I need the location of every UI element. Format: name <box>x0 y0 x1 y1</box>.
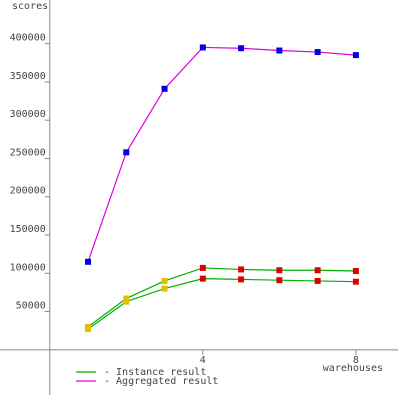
point-marker <box>199 275 206 282</box>
series-line <box>87 278 356 330</box>
y-tick-label: 150000 <box>10 224 46 235</box>
point-marker <box>314 49 321 56</box>
point-marker <box>85 326 92 333</box>
y-axis-label: scores <box>12 1 48 12</box>
y-tick-label: 400000 <box>10 33 46 44</box>
point-marker <box>238 276 245 283</box>
x-tick-label: 4 <box>200 355 206 366</box>
y-tick-label: 50000 <box>16 301 46 312</box>
point-marker <box>352 267 359 274</box>
point-marker <box>123 295 130 302</box>
point-marker <box>314 277 321 284</box>
point-marker <box>238 266 245 273</box>
point-marker <box>352 278 359 285</box>
point-marker <box>161 277 168 284</box>
point-marker <box>123 149 130 156</box>
point-marker <box>199 264 206 271</box>
point-marker <box>85 258 92 265</box>
point-marker <box>352 52 359 59</box>
point-marker <box>314 267 321 274</box>
legend-label: - Aggregated result <box>104 376 218 387</box>
y-tick-label: 200000 <box>10 186 46 197</box>
point-marker <box>161 285 168 292</box>
y-tick-label: 100000 <box>10 262 46 273</box>
series-line <box>87 46 356 263</box>
point-marker <box>199 44 206 51</box>
point-marker <box>276 277 283 284</box>
point-marker <box>238 45 245 52</box>
x-axis-label: warehouses <box>323 363 383 374</box>
y-tick-label: 350000 <box>10 71 46 82</box>
x-tick-label: 8 <box>353 355 359 366</box>
y-tick-label: 250000 <box>10 147 46 158</box>
point-marker <box>276 267 283 274</box>
point-marker <box>161 85 168 92</box>
point-marker <box>123 298 130 305</box>
point-marker <box>276 47 283 54</box>
legend-label: - Instance result <box>104 367 206 378</box>
y-tick-label: 300000 <box>10 109 46 120</box>
series-line <box>87 267 356 328</box>
